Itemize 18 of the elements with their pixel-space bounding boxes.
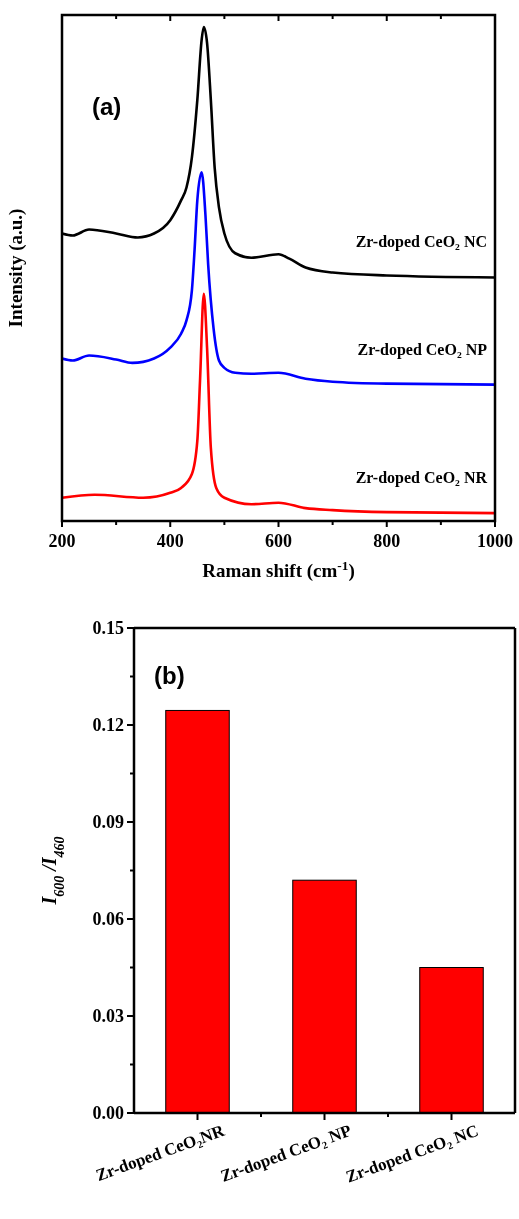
y-tick-label: 0.00 [92,1103,124,1124]
text: (b) [154,662,185,689]
x-tick-label: 1000 [477,531,513,551]
x-tick-label: 800 [373,531,401,551]
x-tick-label: 200 [48,531,76,551]
series-label: Zr-doped CeO₂ NR [355,469,488,488]
x-axis-title: Raman shift (cm$^{-1}$) [202,557,355,582]
x-tick-label: 600 [265,531,292,551]
y-tick-label: 0.15 [92,618,124,639]
y-axis-title: Intensity (a.u.) [5,208,27,328]
y-tick-label: 0.09 [92,812,124,833]
text: (a) [92,93,122,120]
y-tick-label: 0.06 [92,909,124,930]
y-tick-label: 0.12 [92,715,124,736]
series-label: Zr-doped CeO₂ NP [357,340,488,359]
y-tick-label: 0.03 [92,1006,124,1027]
series-label: Zr-doped CeO₂ NC [355,233,487,252]
x-tick-label: 400 [156,531,184,551]
